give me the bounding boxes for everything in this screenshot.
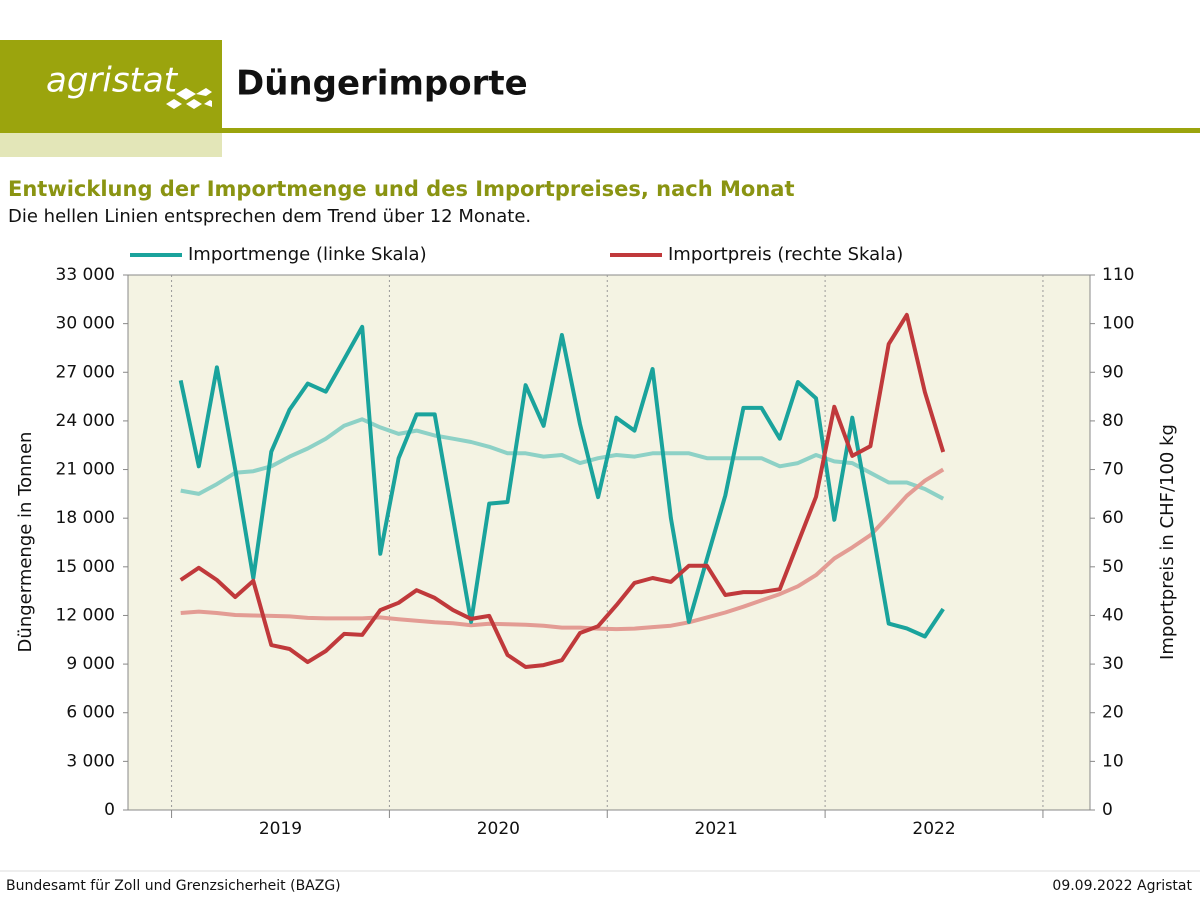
y2-tick-label: 40 — [1102, 605, 1124, 625]
logo-strip — [0, 130, 222, 157]
y2-tick-label: 50 — [1102, 557, 1124, 577]
legend-label: Importpreis (rechte Skala) — [668, 244, 903, 265]
series-line — [178, 324, 945, 639]
page-title: Düngerimporte — [236, 64, 528, 104]
trend-line — [180, 467, 945, 632]
chart-subtitle: Die hellen Linien entsprechen dem Trend … — [8, 206, 531, 227]
y-tick-label: 15 000 — [56, 557, 115, 577]
y2-tick-label: 70 — [1102, 460, 1124, 480]
y-tick-label: 27 000 — [56, 362, 115, 382]
plot-area — [127, 274, 1091, 811]
y-tick-label: 9 000 — [66, 654, 115, 674]
y2-tick-label: 60 — [1102, 508, 1124, 528]
y-tick-label: 30 000 — [56, 314, 115, 334]
y-axis-label: Düngermenge in Tonnen — [15, 432, 36, 653]
y2-tick-label: 100 — [1102, 314, 1134, 334]
x-tick-label: 2020 — [477, 819, 520, 839]
y-tick-label: 6 000 — [66, 703, 115, 723]
series-line — [179, 312, 946, 669]
footer-source: Bundesamt für Zoll und Grenzsicherheit (… — [6, 878, 341, 894]
logo-text: agristat — [46, 61, 179, 101]
legend-label: Importmenge (linke Skala) — [188, 244, 427, 265]
y2-axis-label: Importpreis in CHF/100 kg — [1157, 424, 1178, 660]
y2-tick-label: 90 — [1102, 362, 1124, 382]
x-tick-label: 2021 — [695, 819, 738, 839]
x-tick-label: 2022 — [912, 819, 955, 839]
chart-title: Entwicklung der Importmenge und des Impo… — [8, 177, 795, 201]
y2-tick-label: 80 — [1102, 411, 1124, 431]
y-tick-label: 21 000 — [56, 460, 115, 480]
y2-tick-label: 0 — [1102, 800, 1113, 820]
x-tick-label: 2019 — [259, 819, 302, 839]
y-tick-label: 0 — [104, 800, 115, 820]
logo-box — [0, 40, 222, 130]
y2-tick-label: 20 — [1102, 703, 1124, 723]
y2-tick-label: 30 — [1102, 654, 1124, 674]
footer-date: 09.09.2022 Agristat — [1052, 878, 1192, 894]
y-tick-label: 24 000 — [56, 411, 115, 431]
y-tick-label: 18 000 — [56, 508, 115, 528]
y-tick-label: 33 000 — [56, 265, 115, 285]
y-tick-label: 3 000 — [66, 751, 115, 771]
y2-tick-label: 110 — [1102, 265, 1134, 285]
trend-line — [180, 417, 945, 501]
logo-icon — [166, 88, 212, 109]
y-tick-label: 12 000 — [56, 605, 115, 625]
header-rule — [0, 128, 1200, 133]
y2-tick-label: 10 — [1102, 751, 1124, 771]
